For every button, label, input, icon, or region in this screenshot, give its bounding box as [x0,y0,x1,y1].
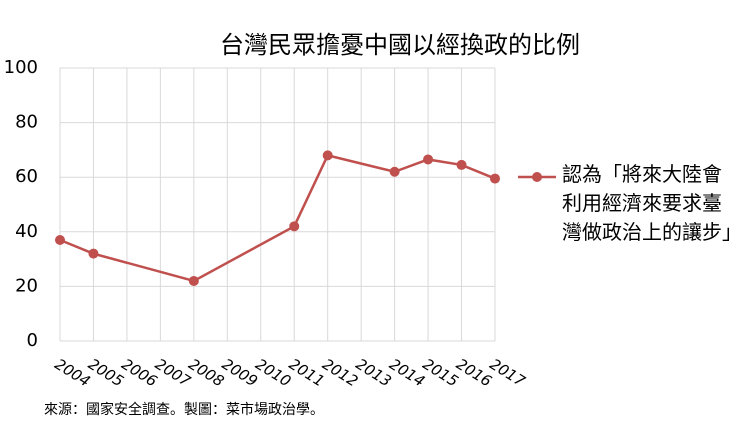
x-tick-label: 2004 [51,355,93,391]
x-tick-label: 2010 [252,355,294,391]
x-tick-label: 2017 [486,355,528,391]
x-tick-label: 2008 [185,355,227,391]
y-tick-label: 100 [4,57,38,78]
x-tick-label: 2014 [386,355,428,391]
data-point [188,275,199,286]
y-tick-label: 80 [15,112,38,133]
data-point [55,234,65,245]
x-tick-label: 2015 [420,355,462,391]
data-point [88,248,99,259]
data-line [59,153,496,283]
data-point [322,150,333,161]
data-point [456,159,467,170]
source-note: 來源：國家安全調查。製圖：菜市場政治學。 [44,401,324,418]
x-tick-label: 2007 [152,355,194,391]
data-point [389,166,400,177]
data-point [490,173,500,184]
chart-title: 台灣民眾擔憂中國以經換政的比例 [220,31,580,59]
x-tick-label: 2016 [453,355,495,391]
y-tick-label: 0 [27,330,38,351]
y-tick-label: 20 [15,275,38,296]
y-tick-label: 60 [15,166,38,187]
legend-marker [532,172,542,182]
x-tick-label: 2013 [353,355,395,391]
x-tick-label: 2006 [118,355,160,391]
x-tick-label: 2012 [319,355,361,391]
x-tick-label: 2009 [219,355,261,391]
legend-label: 認為「將來大陸會利用經濟來要求臺灣做政治上的讓步」 [562,162,742,244]
x-tick-label: 2005 [85,355,127,391]
data-point [289,221,300,232]
y-tick-label: 40 [15,221,38,242]
data-point [423,154,434,165]
x-tick-label: 2011 [286,355,328,391]
